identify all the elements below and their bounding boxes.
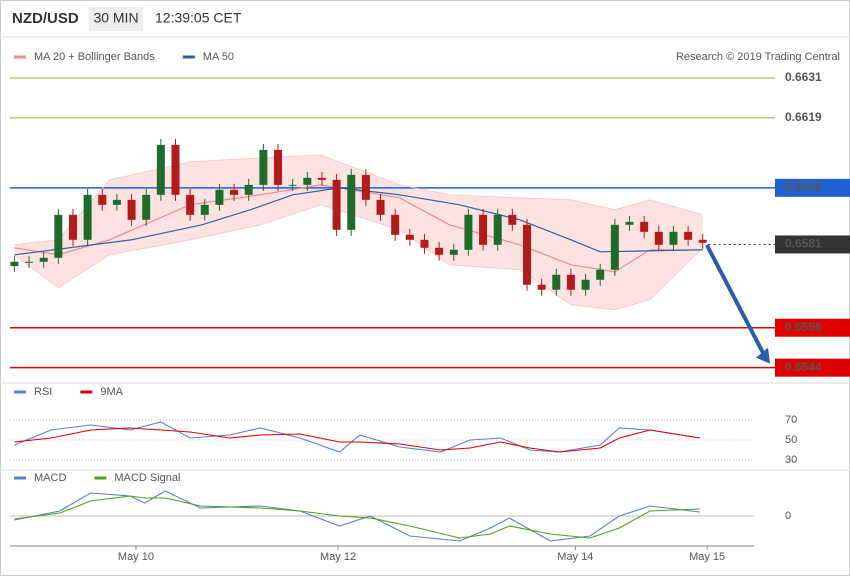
candle-body <box>654 231 663 245</box>
candle-body <box>186 194 195 215</box>
candle-body <box>537 284 546 290</box>
candle-body <box>566 274 575 290</box>
candle-body <box>10 261 19 267</box>
candle-body <box>581 279 590 290</box>
level-box <box>775 318 850 337</box>
time: 12:39:05 CET <box>155 10 242 26</box>
candle-body <box>200 204 209 215</box>
level-label: 0.6581 <box>785 237 822 251</box>
candle-body <box>508 214 517 225</box>
candle-body <box>288 184 297 186</box>
candle-body <box>464 214 473 250</box>
legend-label: RSI <box>34 386 52 398</box>
candle-body <box>54 214 63 258</box>
candle-body <box>376 199 385 215</box>
candle-body <box>391 214 400 235</box>
band-edge <box>14 154 703 246</box>
candle-body <box>361 174 370 200</box>
candle-body <box>230 189 239 195</box>
candle-body <box>83 194 92 240</box>
indicator-line <box>14 427 700 453</box>
legend-label: MA 20 + Bollinger Bands <box>34 51 155 63</box>
projection-arrow <box>704 243 766 356</box>
candle-body <box>317 177 326 180</box>
chart-title: NZD/USD <box>12 10 79 27</box>
y-tick-label: 70 <box>785 414 797 426</box>
candle-body <box>420 239 429 248</box>
candle-body <box>274 149 283 185</box>
candle-body <box>332 179 341 230</box>
candle-body <box>596 269 605 280</box>
band-edge <box>14 204 703 311</box>
candle-body <box>684 231 693 240</box>
candle-body <box>347 174 356 230</box>
x-tick-label: May 10 <box>118 551 154 563</box>
interval-box <box>89 7 143 31</box>
candle-body <box>215 189 224 205</box>
candle-body <box>640 221 649 232</box>
candle-body <box>405 234 414 240</box>
y-tick-label: 0 <box>785 510 791 522</box>
x-tick-label: May 15 <box>689 551 725 563</box>
legend-label: MACD Signal <box>114 472 180 484</box>
level-box <box>775 235 850 254</box>
y-tick-label: 30 <box>785 454 797 466</box>
candle-body <box>98 194 107 205</box>
x-tick-label: May 14 <box>557 551 593 563</box>
indicator-line <box>14 495 700 539</box>
candle-body <box>112 199 121 205</box>
level-label: 0.6598 <box>785 180 822 194</box>
candle-body <box>435 247 444 255</box>
legend-label: MA 50 <box>203 51 234 63</box>
candle-body <box>68 214 77 240</box>
level-box <box>775 358 850 377</box>
candle-body <box>698 239 707 243</box>
level-label: 0.6631 <box>785 70 822 84</box>
indicator-line <box>14 421 700 453</box>
candle-body <box>127 199 136 220</box>
y-tick-label: 50 <box>785 434 797 446</box>
candle-body <box>39 257 48 262</box>
candle-body <box>156 144 165 195</box>
candle-body <box>669 231 678 245</box>
candle-body <box>259 149 268 185</box>
candle-body <box>244 184 253 195</box>
candle-body <box>522 224 531 285</box>
candle-body <box>449 249 458 255</box>
candle-body <box>625 221 634 225</box>
credit: Research © 2019 Trading Central <box>676 51 840 63</box>
candle-body <box>171 144 180 195</box>
x-tick-label: May 12 <box>320 551 356 563</box>
level-label: 0.6556 <box>785 320 822 334</box>
interval: 30 MIN <box>93 10 138 26</box>
candle-body <box>142 194 151 220</box>
candle-body <box>479 214 488 245</box>
candle-body <box>610 224 619 270</box>
level-box <box>775 178 850 197</box>
candle-body <box>493 214 502 245</box>
candle-body <box>25 261 34 263</box>
candle-body <box>303 177 312 185</box>
legend-label: MACD <box>34 472 66 484</box>
level-label: 0.6619 <box>785 110 822 124</box>
legend-label: 9MA <box>100 386 123 398</box>
candle-body <box>552 274 561 290</box>
arrow-head <box>756 347 770 364</box>
level-label: 0.6544 <box>785 360 822 374</box>
